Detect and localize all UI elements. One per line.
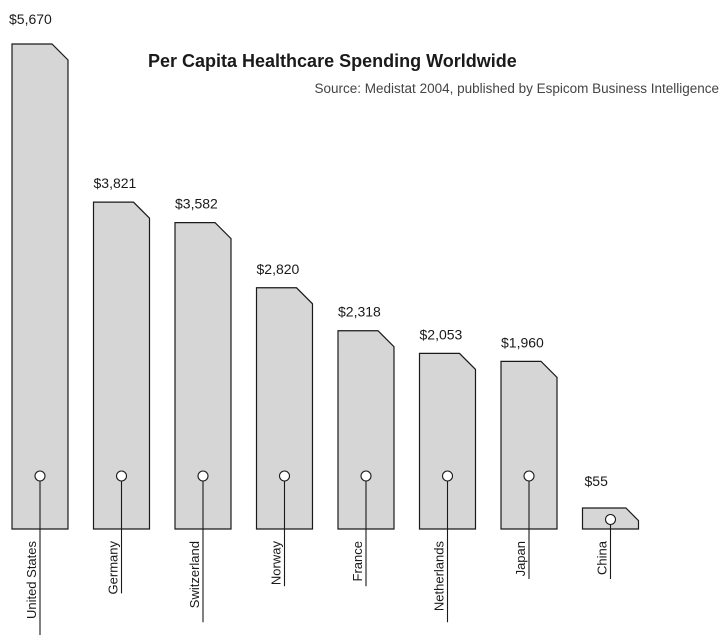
value-label: $3,582 [175, 196, 218, 212]
bar [500, 360, 558, 530]
value-label: $5,670 [9, 11, 52, 27]
bar-group: $5,670 United States [9, 11, 69, 635]
connector-circle [604, 513, 617, 526]
bar-group: $2,820 Norway [255, 261, 314, 587]
connector-circle [360, 470, 372, 482]
category-label: United States [24, 541, 39, 620]
bar [255, 287, 314, 530]
connector-circle [523, 470, 535, 482]
value-label: $2,820 [257, 261, 300, 277]
chart-title: Per Capita Healthcare Spending Worldwide [148, 51, 517, 71]
category-label: Netherlands [432, 541, 447, 612]
value-label: $1,960 [501, 334, 544, 350]
bar [174, 222, 232, 530]
connector-circle [115, 470, 128, 482]
bar-group: $2,318 France [337, 304, 395, 587]
connector-circle [197, 470, 209, 482]
bar [418, 352, 477, 530]
value-label: $2,318 [338, 304, 381, 320]
category-label: China [595, 540, 610, 575]
category-label: France [350, 541, 365, 581]
bar [337, 330, 395, 530]
bar [11, 43, 69, 530]
bar-group: $1,960 Japan [500, 334, 558, 579]
bar-group: $3,821 Germany [92, 175, 151, 595]
bar-group: $2,053 Netherlands [418, 326, 477, 623]
value-label: $3,821 [94, 175, 137, 191]
bars-group: $5,670 United States $3,821 Germany $3,582 Sw… [9, 11, 640, 635]
connector-circle [278, 470, 291, 482]
bar-group: $3,582 Switzerland [174, 196, 232, 623]
bar [92, 201, 151, 530]
value-label: $2,053 [420, 326, 463, 342]
category-label: Japan [513, 541, 528, 576]
connector-circle [441, 470, 454, 482]
connector-circle [34, 470, 46, 482]
value-label: $55 [585, 473, 609, 489]
category-label: Germany [106, 541, 121, 595]
category-label: Switzerland [187, 541, 202, 608]
category-label: Norway [269, 541, 284, 586]
bar-group: $55 China [581, 473, 640, 579]
chart-subtitle: Source: Medistat 2004, published by Espi… [315, 81, 719, 96]
